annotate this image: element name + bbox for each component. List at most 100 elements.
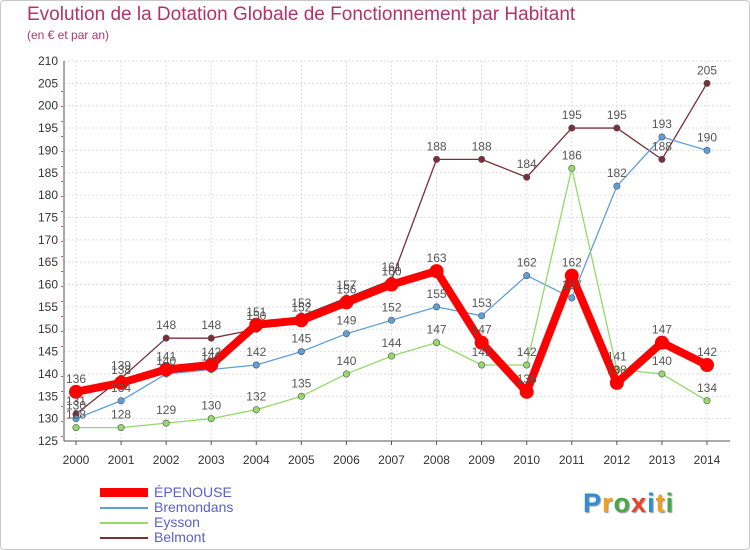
data-point [342,330,350,338]
data-label: 157 [562,278,582,292]
x-tick-label: 2009 [468,453,495,467]
data-label: 138 [111,363,131,377]
data-point [523,272,531,280]
x-tick-label: 2004 [243,453,270,467]
data-point [252,406,260,414]
data-label: 130 [201,399,221,413]
data-label: 153 [472,296,492,310]
data-label: 160 [381,265,401,279]
data-label: 131 [66,394,86,408]
x-tick-label: 2002 [153,453,180,467]
data-point [207,415,215,423]
data-point [207,334,215,342]
data-label: 186 [562,148,582,162]
data-point [523,173,531,181]
logo-letter: t [655,488,666,518]
data-label: 148 [201,318,221,332]
logo-letter: i [665,488,675,518]
data-point [429,264,444,279]
data-point [609,375,624,390]
data-point [249,317,264,332]
y-tick-label: 145 [38,345,58,359]
y-tick-label: 130 [38,412,58,426]
data-point [564,268,579,283]
data-point [703,79,711,87]
chart-grid [64,60,730,442]
legend-label: ÉPENOUSE [154,484,232,500]
data-point [613,182,621,190]
data-point [478,361,486,369]
data-label: 184 [517,157,537,171]
data-point [339,295,354,310]
y-tick-label: 160 [38,278,58,292]
data-label: 141 [607,349,627,363]
series-épenouse [69,264,714,399]
data-label: 205 [697,63,717,77]
legend-swatch [100,507,148,509]
data-label: 152 [291,300,311,314]
data-label: 140 [336,354,356,368]
data-label: 195 [607,108,627,122]
y-tick-label: 210 [38,54,58,68]
data-label: 149 [336,314,356,328]
data-point [478,312,486,320]
x-tick-label: 2001 [108,453,135,467]
chart-series [69,79,714,432]
data-label: 156 [336,282,356,296]
y-tick-label: 150 [38,322,58,336]
y-tick-label: 185 [38,166,58,180]
series-bremondans [72,133,711,423]
data-label: 163 [427,251,447,265]
data-point [117,424,125,432]
data-label: 129 [156,403,176,417]
y-tick-label: 205 [38,76,58,90]
x-tick-label: 2003 [198,453,225,467]
data-point [384,277,399,292]
data-point [700,358,714,372]
data-point [658,133,666,141]
logo-letter: r [602,488,614,518]
data-point [342,370,350,378]
data-label: 135 [291,376,311,390]
data-label: 140 [156,354,176,368]
x-tick-label: 2007 [378,453,405,467]
y-tick-label: 140 [38,367,58,381]
data-label: 144 [381,336,401,350]
y-tick-label: 190 [38,143,58,157]
data-label: 188 [652,139,672,153]
data-label: 162 [517,256,537,270]
y-tick-label: 180 [38,188,58,202]
data-label: 148 [156,318,176,332]
legend-label: Bremondans [154,499,234,515]
y-tick-label: 165 [38,255,58,269]
data-label: 130 [66,399,86,413]
data-point [204,358,219,372]
data-label: 128 [111,408,131,422]
x-tick-label: 2010 [513,453,540,467]
data-label: 142 [246,345,266,359]
data-point [387,352,395,360]
legend-swatch [100,537,148,539]
data-point [387,316,395,324]
data-label: 147 [472,323,492,337]
series-eysson [72,164,711,432]
data-label: 142 [697,345,717,359]
data-label: 142 [472,345,492,359]
data-point [294,313,309,328]
data-point [658,370,666,378]
data-label: 136 [66,372,86,386]
data-point [433,339,441,347]
chart-subtitle: (en € et par an) [27,28,110,42]
data-point [297,392,305,400]
y-tick-label: 195 [38,121,58,135]
data-label: 182 [607,166,627,180]
data-point [478,155,486,163]
x-tick-label: 2014 [694,453,721,467]
data-label: 157 [336,278,356,292]
logo-letter: i [647,488,656,518]
data-label: 139 [111,358,131,372]
data-label: 142 [517,345,537,359]
data-label: 153 [291,296,311,310]
